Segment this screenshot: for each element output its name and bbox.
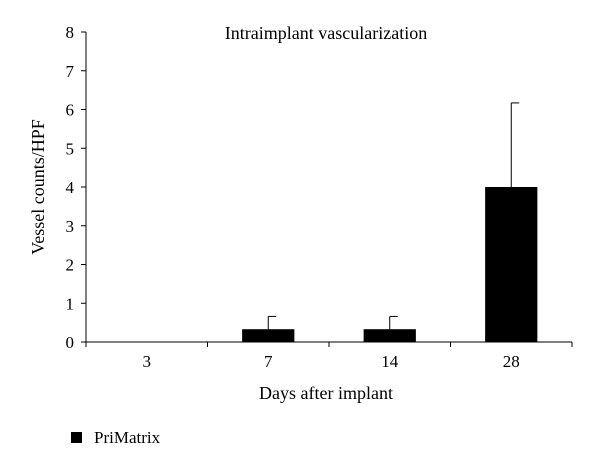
error-bars-group [267, 102, 520, 330]
x-axis: 3 7 14 28 [85, 341, 573, 371]
bar-14 [363, 329, 416, 342]
y-tick-label: 2 [66, 256, 75, 275]
bar-28 [485, 187, 538, 342]
y-tick-label: 7 [66, 62, 75, 81]
legend-swatch-primatrix [71, 432, 82, 443]
legend-label-primatrix: PriMatrix [94, 428, 161, 447]
y-tick-label: 4 [66, 178, 75, 197]
y-tick-label: 6 [66, 101, 75, 120]
y-tick-label: 1 [66, 294, 75, 313]
x-tick-label: 7 [264, 352, 273, 371]
x-tick-label: 3 [143, 352, 152, 371]
y-tick-label: 8 [66, 23, 75, 42]
x-tick-label: 14 [381, 352, 399, 371]
bar-7 [242, 329, 295, 342]
x-tick-label: 28 [503, 352, 520, 371]
y-axis: 0 1 2 3 4 5 6 7 8 [66, 23, 87, 352]
y-axis-title: Vessel counts/HPF [28, 119, 48, 255]
y-tick-label: 3 [66, 217, 75, 236]
x-axis-title: Days after implant [259, 383, 393, 403]
y-tick-label: 5 [66, 139, 75, 158]
chart-title: Intraimplant vascularization [225, 23, 427, 43]
y-tick-label: 0 [66, 333, 75, 352]
legend: PriMatrix [71, 428, 161, 447]
bars-group [242, 187, 538, 342]
